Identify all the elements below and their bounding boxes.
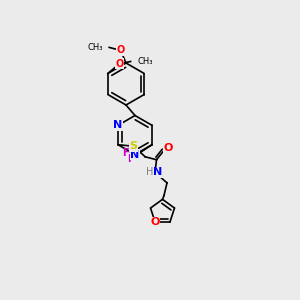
- Text: H: H: [146, 167, 153, 177]
- Text: CH₃: CH₃: [87, 43, 103, 52]
- Text: CH₃: CH₃: [137, 57, 153, 66]
- Text: N: N: [113, 120, 123, 130]
- Text: O: O: [115, 59, 123, 69]
- Text: F: F: [127, 143, 133, 153]
- Text: O: O: [116, 45, 125, 56]
- Text: S: S: [130, 141, 138, 151]
- Text: F: F: [122, 148, 129, 158]
- Text: F: F: [127, 154, 133, 164]
- Text: O: O: [150, 217, 160, 227]
- Text: N: N: [130, 149, 140, 160]
- Text: N: N: [153, 167, 163, 177]
- Text: O: O: [164, 143, 173, 153]
